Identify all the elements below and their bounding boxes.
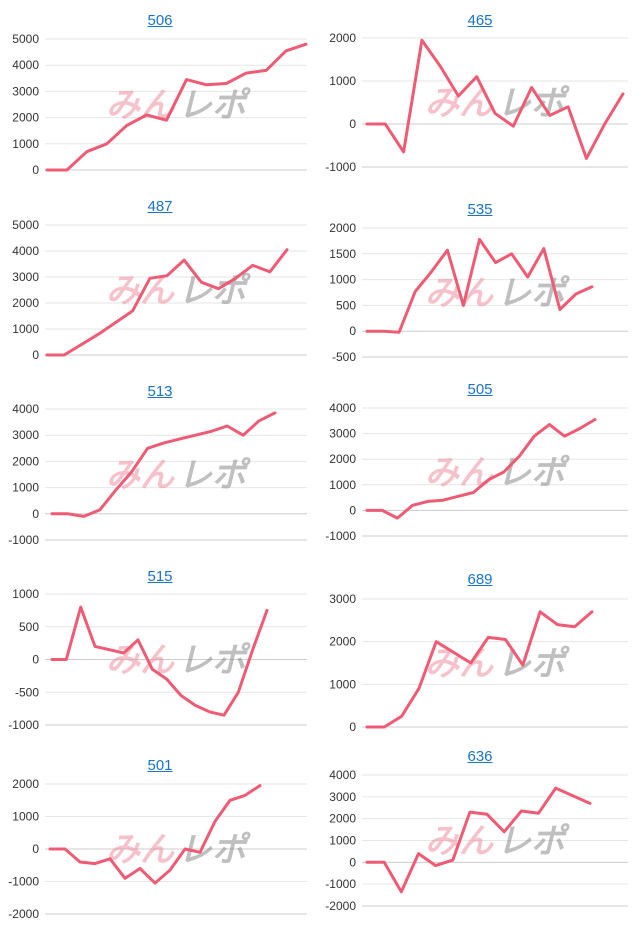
series-line xyxy=(50,605,269,717)
y-tick-label: 0 xyxy=(349,117,356,131)
y-tick-label: 1000 xyxy=(12,587,39,601)
y-tick-label: 500 xyxy=(336,298,356,312)
series-line xyxy=(48,784,262,885)
y-tick-label: 3000 xyxy=(12,428,39,442)
series-line xyxy=(365,786,592,894)
watermark-logo: レポ xyxy=(178,456,251,496)
series-line xyxy=(45,248,289,357)
y-tick-label: 3000 xyxy=(12,84,39,98)
chart-505: -1000 0 1000 2000 3000 4000 みん レポ xyxy=(325,401,628,543)
y-tick-label: 1000 xyxy=(329,478,356,492)
y-tick-label: 1500 xyxy=(329,247,356,261)
watermark-logo: みん xyxy=(106,830,175,870)
y-tick-label: 1000 xyxy=(329,834,356,848)
y-tick-label: -2000 xyxy=(325,899,356,913)
watermark-logo: レポ xyxy=(178,641,251,681)
y-tick-label: 0 xyxy=(32,507,39,521)
y-tick-label: 1000 xyxy=(12,481,39,495)
chart-title-link[interactable]: 501 xyxy=(147,757,173,774)
y-tick-label: 2000 xyxy=(12,111,39,125)
y-tick-label: -1000 xyxy=(325,877,356,891)
watermark-logo: レポ xyxy=(497,453,570,493)
watermark-logo: みん xyxy=(425,644,494,684)
y-tick-label: 5000 xyxy=(12,32,39,46)
y-tick-label: 0 xyxy=(32,348,39,362)
y-tick-label: 5000 xyxy=(12,218,39,232)
y-tick-label: 4000 xyxy=(12,58,39,72)
y-tick-label: 1000 xyxy=(12,810,39,824)
watermark-logo: みん xyxy=(425,453,494,493)
y-tick-label: 1000 xyxy=(12,137,39,151)
series-line xyxy=(50,411,277,518)
watermark-logo: レポ xyxy=(497,822,570,862)
watermark-logo: レポ xyxy=(178,86,251,126)
chart-title-link[interactable]: 506 xyxy=(147,12,173,29)
series-line xyxy=(365,38,625,160)
watermark-logo: レポ xyxy=(497,644,570,684)
watermark-logo: レポ xyxy=(178,271,251,311)
y-tick-label: 2000 xyxy=(329,221,356,235)
y-tick-label: 1000 xyxy=(329,677,356,691)
y-tick-label: 2000 xyxy=(12,777,39,791)
chart-title-link[interactable]: 535 xyxy=(467,201,493,218)
y-tick-label: 1000 xyxy=(12,322,39,336)
y-tick-label: -1000 xyxy=(325,529,356,543)
y-tick-label: -1000 xyxy=(325,160,356,174)
y-tick-label: 0 xyxy=(32,653,39,667)
y-tick-label: 3000 xyxy=(329,427,356,441)
series-line xyxy=(365,610,594,729)
y-tick-label: 0 xyxy=(349,503,356,517)
y-tick-label: 4000 xyxy=(12,402,39,416)
y-tick-label: -1000 xyxy=(8,533,39,547)
y-tick-label: 4000 xyxy=(12,244,39,258)
chart-title-link[interactable]: 513 xyxy=(147,383,173,400)
chart-689: 0 1000 2000 3000 みん レポ xyxy=(329,592,628,734)
y-tick-label: -2000 xyxy=(8,907,39,921)
series-line xyxy=(365,418,597,520)
series-line xyxy=(365,237,594,334)
chart-title-link[interactable]: 636 xyxy=(467,748,493,765)
series-line xyxy=(45,42,308,172)
y-tick-label: -500 xyxy=(15,685,39,699)
y-tick-label: 3000 xyxy=(329,592,356,606)
y-tick-label: 2000 xyxy=(329,635,356,649)
chart-title-link[interactable]: 487 xyxy=(147,198,173,215)
y-tick-label: 500 xyxy=(19,620,39,634)
y-tick-label: 4000 xyxy=(329,768,356,782)
y-tick-label: 2000 xyxy=(12,296,39,310)
y-tick-label: 0 xyxy=(32,842,39,856)
y-tick-label: 1000 xyxy=(329,273,356,287)
y-tick-label: 2000 xyxy=(329,812,356,826)
y-tick-label: 4000 xyxy=(329,401,356,415)
y-tick-label: 3000 xyxy=(329,790,356,804)
y-tick-label: 0 xyxy=(349,324,356,338)
chart-title-link[interactable]: 505 xyxy=(467,381,493,398)
y-tick-label: 0 xyxy=(32,163,39,177)
y-tick-label: 2000 xyxy=(329,31,356,45)
y-tick-label: 0 xyxy=(349,855,356,869)
y-tick-label: 3000 xyxy=(12,270,39,284)
y-tick-label: 2000 xyxy=(12,454,39,468)
y-tick-label: 2000 xyxy=(329,452,356,466)
y-tick-label: -1000 xyxy=(8,718,39,732)
chart-title-link[interactable]: 689 xyxy=(467,571,493,588)
chart-title-link[interactable]: 515 xyxy=(147,568,173,585)
y-tick-label: 0 xyxy=(349,720,356,734)
chart-title-link[interactable]: 465 xyxy=(467,12,493,29)
y-tick-label: -500 xyxy=(332,350,356,364)
y-tick-label: -1000 xyxy=(8,875,39,889)
y-tick-label: 1000 xyxy=(329,74,356,88)
